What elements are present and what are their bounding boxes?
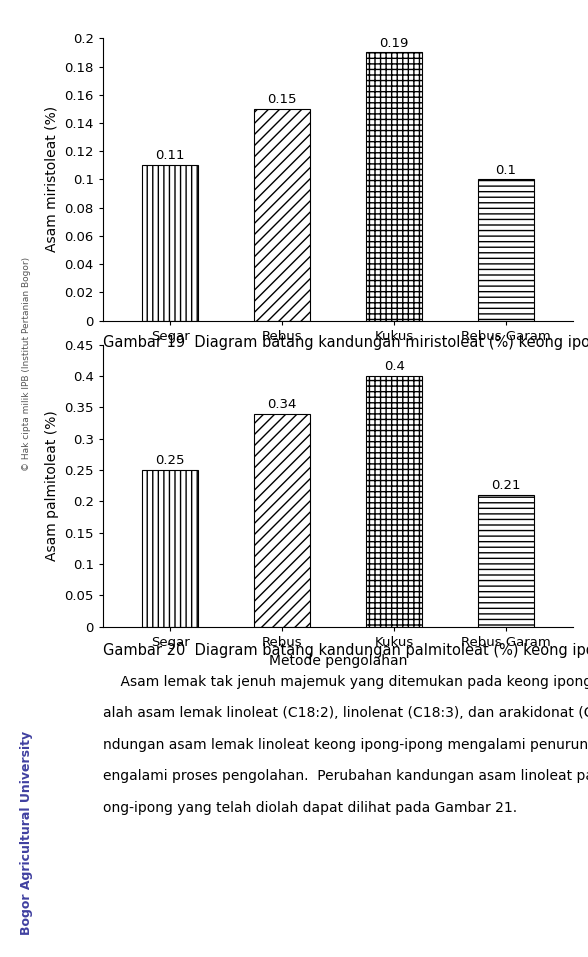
Y-axis label: Asam miristoleat (%): Asam miristoleat (%) <box>45 106 59 253</box>
Text: 0.21: 0.21 <box>492 479 521 492</box>
X-axis label: Metode pengolahan: Metode pengolahan <box>269 655 407 668</box>
Text: Gambar 20  Diagram batang kandungan palmitoleat (%) keong ipong-ipong.: Gambar 20 Diagram batang kandungan palmi… <box>103 643 588 658</box>
Text: 0.15: 0.15 <box>268 93 297 106</box>
Text: Asam lemak tak jenuh majemuk yang ditemukan pada keong ipong-i: Asam lemak tak jenuh majemuk yang ditemu… <box>103 675 588 689</box>
Text: 0.4: 0.4 <box>383 360 405 373</box>
Text: 0.11: 0.11 <box>155 149 185 163</box>
Text: 0.1: 0.1 <box>496 164 517 177</box>
Bar <box>142 470 198 627</box>
Text: Gambar 19  Diagram batang kandungan miristoleat (%) keong ipong-ipong.: Gambar 19 Diagram batang kandungan miris… <box>103 335 588 350</box>
Bar <box>254 413 310 627</box>
Bar <box>478 179 534 321</box>
Bar <box>142 166 198 321</box>
Bar <box>254 109 310 321</box>
Text: 0.19: 0.19 <box>379 36 409 50</box>
Text: alah asam lemak linoleat (C18:2), linolenat (C18:3), dan arakidonat (C2: alah asam lemak linoleat (C18:2), linole… <box>103 706 588 721</box>
Bar <box>366 53 422 321</box>
Text: ong-ipong yang telah diolah dapat dilihat pada Gambar 21.: ong-ipong yang telah diolah dapat diliha… <box>103 801 517 815</box>
X-axis label: Metode pengolahan: Metode pengolahan <box>269 348 407 362</box>
Text: engalami proses pengolahan.  Perubahan kandungan asam linoleat pada k: engalami proses pengolahan. Perubahan ka… <box>103 769 588 784</box>
Y-axis label: Asam palmitoleat (%): Asam palmitoleat (%) <box>45 411 59 561</box>
Bar <box>478 495 534 627</box>
Text: © Hak cipta milik IPB (Institut Pertanian Bogor): © Hak cipta milik IPB (Institut Pertania… <box>22 256 31 471</box>
Text: Bogor Agricultural University: Bogor Agricultural University <box>20 730 33 935</box>
Text: 0.25: 0.25 <box>155 455 185 467</box>
Text: ndungan asam lemak linoleat keong ipong-ipong mengalami penurunan se: ndungan asam lemak linoleat keong ipong-… <box>103 738 588 752</box>
Text: 0.34: 0.34 <box>268 398 297 411</box>
Bar <box>366 376 422 627</box>
